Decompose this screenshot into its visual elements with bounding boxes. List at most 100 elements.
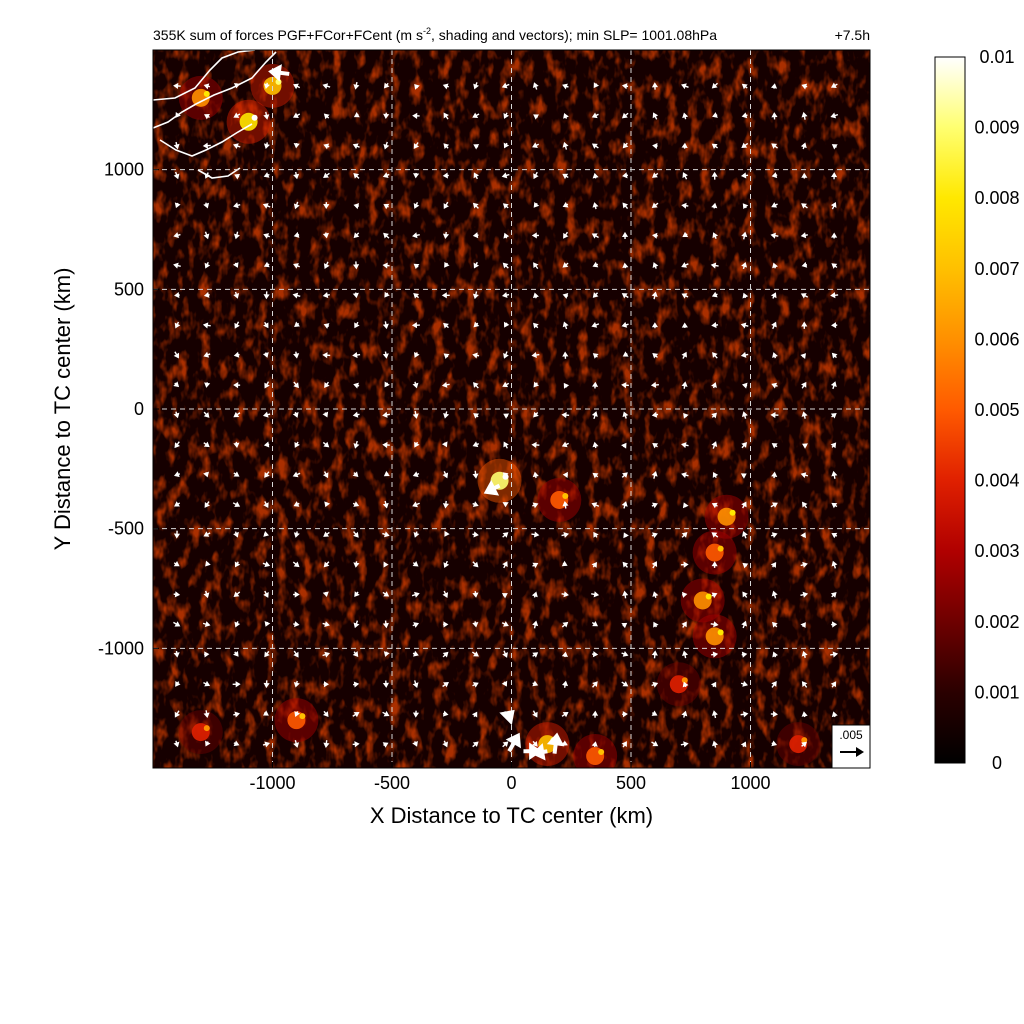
vector-arrow (382, 742, 389, 748)
vector-arrow (561, 591, 569, 598)
vector-arrow (591, 321, 600, 328)
vector-arrow (712, 740, 718, 748)
vector-arrow (442, 231, 450, 239)
vector-arrow (352, 292, 359, 299)
vector-arrow (621, 501, 628, 509)
vector-arrow (742, 292, 749, 299)
vector-arrow (204, 261, 211, 269)
vector-arrow (353, 531, 359, 538)
vector-arrow (323, 531, 330, 537)
vector-arrow (801, 203, 808, 209)
vector-arrow (532, 292, 539, 299)
vector-arrow (472, 682, 479, 688)
vector-arrow (293, 263, 300, 269)
vector-arrow (233, 291, 240, 299)
vector-arrow (830, 413, 837, 419)
vector-arrow (473, 172, 480, 180)
vector-arrow (711, 592, 718, 599)
vector-arrow (533, 381, 540, 388)
vector-arrow (622, 590, 629, 599)
vector-arrow (353, 382, 360, 389)
vector-arrow (294, 711, 301, 717)
vector-arrow (352, 411, 360, 418)
vector-arrow (711, 82, 718, 89)
vector-arrow (831, 621, 838, 628)
vector-arrow (533, 262, 539, 270)
vector-arrow (562, 740, 568, 746)
vector-arrow (173, 740, 180, 748)
vector-arrow (800, 472, 809, 479)
vector-arrow (503, 441, 509, 449)
x-tick-label: -1000 (249, 773, 295, 793)
colorbar-tick-label: 0.002 (974, 612, 1019, 632)
vector-arrow (592, 202, 599, 210)
vector-arrow (173, 141, 180, 150)
field-texture (153, 50, 870, 768)
vector-arrow (801, 501, 808, 509)
vector-arrow (203, 83, 211, 90)
vector-arrow (503, 351, 509, 359)
vector-arrow (263, 590, 269, 598)
vector-arrow (652, 591, 659, 598)
vector-arrow (532, 620, 539, 629)
vector-arrow (681, 142, 688, 149)
vector-arrow (801, 381, 807, 389)
vector-arrow (443, 143, 450, 149)
vector-arrow (830, 381, 837, 390)
vector-arrow (621, 650, 629, 657)
reference-vector-label: .005 (839, 728, 863, 742)
vector-arrow (234, 621, 241, 628)
vector-arrow (324, 381, 330, 389)
vector-arrow (800, 293, 809, 299)
vector-arrow (830, 82, 838, 88)
vector-arrow (652, 112, 659, 120)
y-tick-label: 0 (134, 399, 144, 419)
vector-arrow (503, 413, 510, 419)
vector-arrow (293, 650, 299, 658)
vector-arrow (473, 321, 480, 328)
vector-arrow (354, 591, 360, 598)
vector-arrow (382, 172, 390, 178)
vector-arrow (353, 82, 360, 90)
vector-arrow (293, 351, 300, 359)
vector-arrow (173, 591, 181, 598)
vector-arrow (770, 411, 779, 419)
vector-arrow (233, 83, 241, 89)
vector-arrow-large (499, 709, 515, 726)
vector-arrow (203, 291, 210, 298)
vector-arrow (651, 561, 658, 569)
vector-arrow (682, 650, 689, 659)
vector-arrow (292, 471, 301, 478)
vector-arrow (234, 173, 241, 180)
vector-arrow (650, 381, 659, 389)
vector-arrow (622, 262, 629, 269)
vector-arrow (682, 112, 689, 120)
vector-arrow (442, 590, 449, 598)
vector-arrow (412, 501, 420, 508)
vector-arrow (801, 711, 808, 718)
vector-arrow (503, 112, 509, 119)
vector-arrow (293, 531, 300, 538)
vector-arrow (741, 112, 748, 119)
vector-arrow (173, 411, 180, 419)
colorbar-tick-label: 0.009 (974, 118, 1019, 138)
vector-arrow (174, 321, 181, 329)
vector-arrow (322, 651, 330, 658)
vector-arrow (472, 591, 479, 598)
vector-arrow (561, 441, 569, 448)
vector-arrow (563, 231, 569, 239)
vector-arrow (473, 82, 479, 90)
vector-arrow (652, 172, 659, 178)
vector-arrow (501, 292, 510, 299)
colorbar-tick-label: 0 (992, 753, 1002, 773)
vector-arrow (651, 291, 658, 300)
vector-arrow (710, 262, 719, 269)
vector-arrow (324, 501, 331, 508)
vector-arrow (771, 681, 777, 688)
vector-arrow (322, 352, 331, 359)
vector-arrow (174, 710, 181, 718)
reference-vector-box: .005 (831, 724, 871, 769)
vector-arrow (263, 291, 270, 300)
vector-arrow (800, 591, 809, 598)
vector-arrow (712, 471, 719, 479)
